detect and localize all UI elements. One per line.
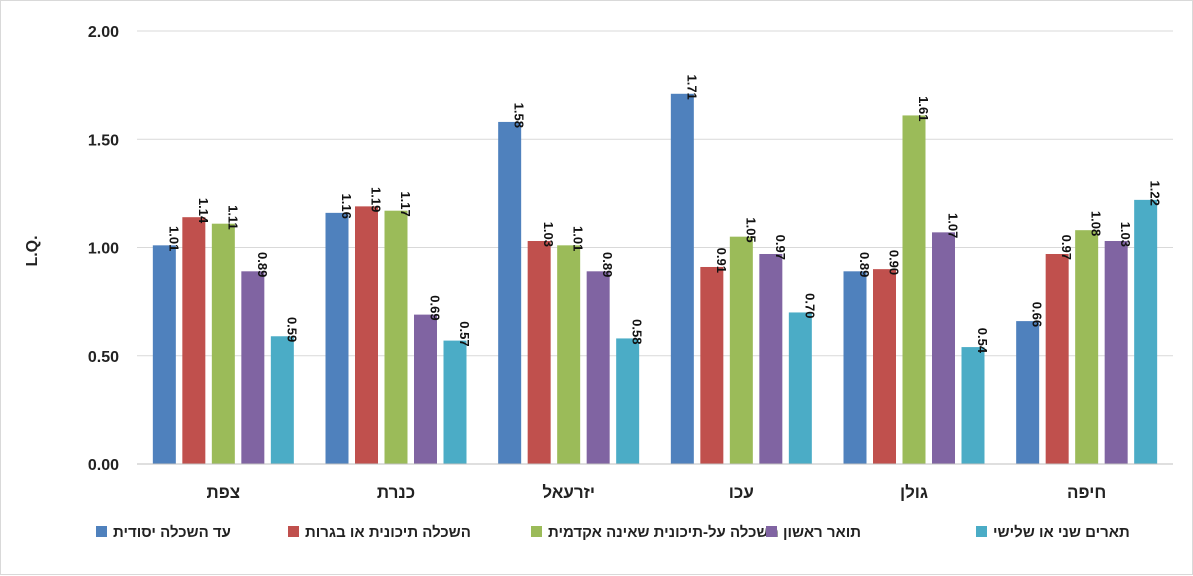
y-axis-label: L.Q. [24,235,41,266]
data-label: 0.59 [284,317,299,342]
legend-swatch [531,526,542,537]
category-label: עכו [729,483,754,502]
bar [1045,253,1069,464]
data-label: 1.22 [1148,181,1163,206]
bar [270,336,294,464]
bar [1016,321,1040,464]
category-label: גולן [900,483,928,502]
bar [384,210,408,464]
legend-swatch [766,526,777,537]
data-label: 0.90 [887,250,902,275]
y-tick-label: 1.00 [88,241,119,258]
bar [182,217,206,464]
bar [211,223,235,464]
bar [873,269,896,464]
bar [355,206,378,465]
y-tick-label: 0.50 [88,349,119,366]
bar [670,93,694,464]
data-label: 1.03 [541,222,556,247]
bar [557,245,581,464]
legend: עד השכלה יסודית השכלה תיכונית או בגרות השכ… [96,524,1130,541]
bar [152,245,176,464]
gridlines [137,30,1173,357]
bar [788,312,812,464]
legend-label: תואר ראשון [783,524,861,541]
data-label: 0.89 [600,252,615,277]
data-label: 0.89 [857,252,872,277]
bar [843,271,867,464]
legend-label: השכלה על-תיכונית שאינה אקדמית [548,524,779,541]
data-label: 0.58 [630,319,645,344]
bar [498,121,522,465]
data-label: 0.57 [457,321,472,346]
bar [902,115,926,464]
bars [152,93,1158,465]
data-label: 1.01 [571,226,586,251]
data-label: 0.70 [802,293,817,318]
data-label: 1.07 [946,213,961,238]
bar [700,266,724,464]
bar [325,212,349,464]
y-axis-ticks: 0.00 0.50 1.00 1.50 2.00 [88,24,119,474]
data-label: 1.19 [369,187,384,212]
data-label: 1.61 [916,96,931,121]
legend-label: תארים שני או שלישי [993,524,1130,541]
data-label: 1.71 [684,74,699,99]
data-label: 0.91 [714,248,729,273]
bar [729,236,753,464]
bar [414,314,437,464]
y-tick-label: 1.50 [88,132,119,149]
data-label: 1.14 [196,198,211,224]
legend-swatch [96,526,107,537]
legend-label: עד השכלה יסודית [113,524,231,541]
data-label: 1.11 [225,205,240,230]
legend-swatch [288,526,299,537]
data-label: 0.66 [1030,302,1045,327]
bar [932,232,955,464]
data-label: 1.16 [339,194,354,219]
data-label: 1.17 [398,191,413,216]
data-label: 0.69 [428,295,443,320]
data-label: 1.05 [743,217,758,242]
bar [586,271,610,464]
category-label: יזרעאל [542,483,595,502]
data-label: 1.58 [512,103,527,128]
data-label: 1.03 [1118,222,1133,247]
legend-swatch [976,526,987,537]
data-label: 1.01 [166,226,181,251]
category-label: כנרת [377,483,415,502]
category-label: חיפה [1067,483,1106,502]
category-label: צפת [207,483,241,502]
y-tick-label: 2.00 [88,24,119,41]
bar [759,253,783,464]
category-labels: צפת כנרת יזרעאל עכו גולן חיפה [207,483,1107,502]
data-label: 0.89 [255,252,270,277]
bar [1134,199,1158,464]
bar [1075,230,1099,464]
bar [1104,241,1128,464]
bar [527,241,551,464]
bar [616,338,640,464]
data-label: 0.97 [773,235,788,260]
data-label: 0.54 [975,328,990,354]
data-labels: 1.01 1.14 1.11 0.89 0.59 1.16 1.19 1.17 0.69 0.57… [166,74,1162,353]
data-label: 0.97 [1059,235,1074,260]
bar [241,271,265,464]
bar [961,347,985,464]
legend-label: השכלה תיכונית או בגרות [305,524,471,541]
bar [443,340,467,464]
y-tick-label: 0.00 [88,457,119,474]
data-label: 1.08 [1089,211,1104,236]
